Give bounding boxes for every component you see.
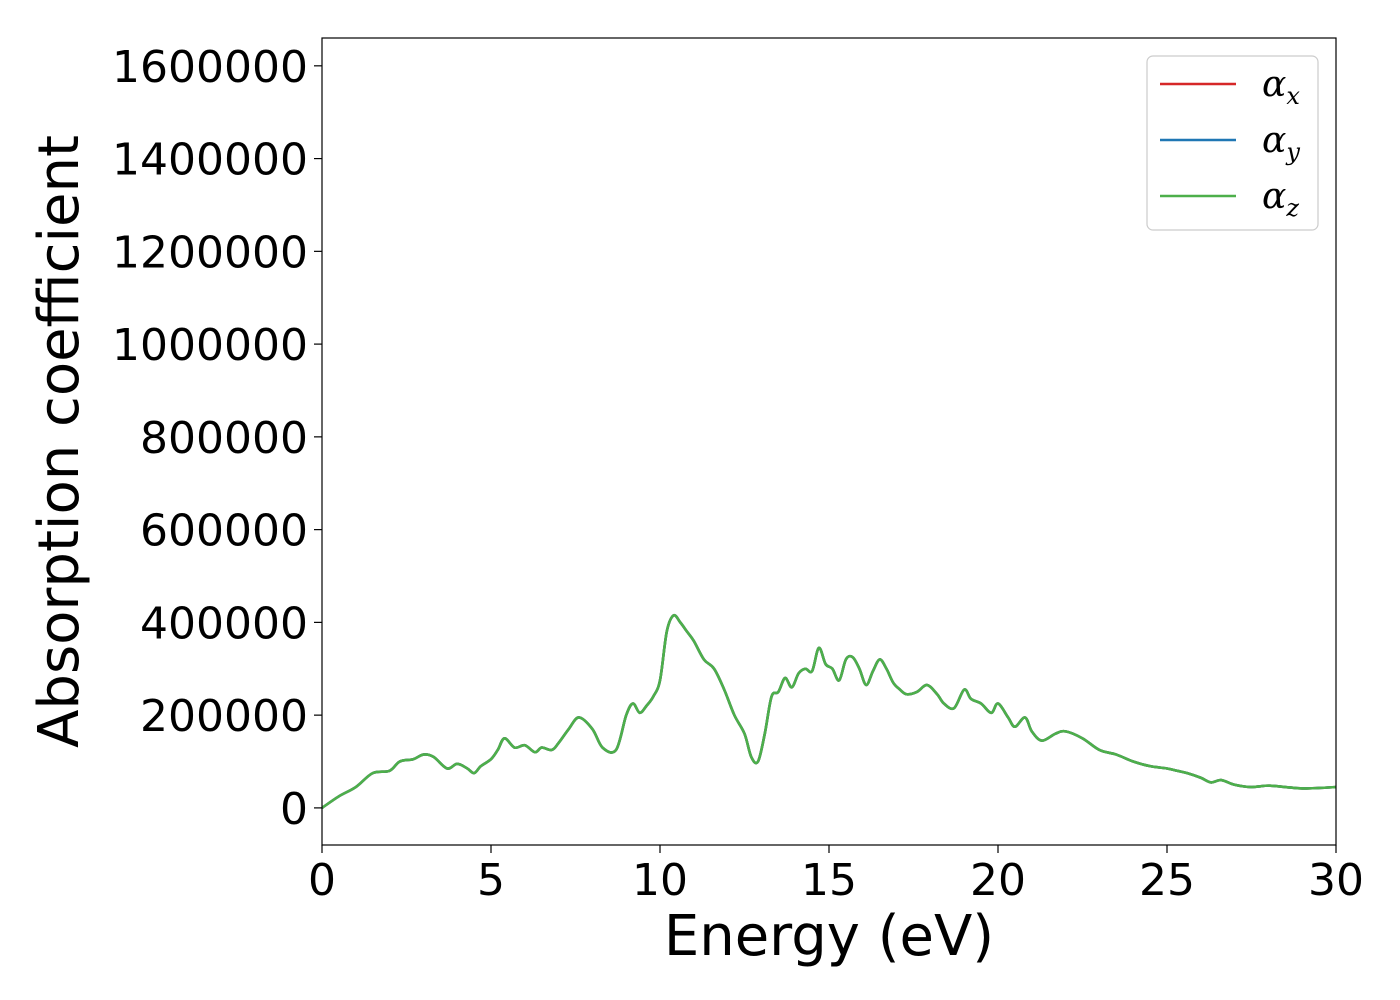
- y-tick-label: 1400000: [112, 135, 308, 186]
- y-tick-label: 200000: [140, 691, 308, 742]
- x-tick-label: 0: [308, 855, 336, 906]
- legend-box: [1146, 55, 1319, 231]
- plot-content: [322, 613, 1336, 809]
- y-tick-label: 600000: [140, 506, 308, 557]
- x-tick-label: 5: [477, 855, 505, 906]
- series-line-1: [322, 613, 1336, 809]
- y-axis-ticks: 0 200000 400000 600000 800000 1000000 1200000 1…: [112, 42, 322, 835]
- x-axis-ticks: 0 5 10 15 20 25 30: [308, 845, 1364, 906]
- x-tick-label: 20: [970, 855, 1026, 906]
- y-tick-label: 400000: [140, 598, 308, 649]
- y-tick-label: 800000: [140, 413, 308, 464]
- legend-label: αz: [1262, 176, 1299, 222]
- x-tick-label: 10: [632, 855, 688, 906]
- y-tick-label: 1600000: [112, 42, 308, 93]
- series-line-0: [322, 613, 1336, 809]
- y-tick-label: 1000000: [112, 320, 308, 371]
- x-tick-label: 25: [1139, 855, 1195, 906]
- legend: αx αy αz: [1146, 55, 1319, 231]
- y-axis-title: Absorption coefficient: [27, 135, 92, 748]
- legend-label: αy: [1262, 120, 1300, 166]
- x-axis-title: Energy (eV): [664, 904, 994, 969]
- x-tick-label: 15: [801, 855, 857, 906]
- y-tick-label: 1200000: [112, 227, 308, 278]
- x-tick-label: 30: [1308, 855, 1364, 906]
- series-line-2: [322, 613, 1336, 809]
- legend-label: αx: [1262, 64, 1300, 110]
- y-tick-label: 0: [280, 784, 308, 835]
